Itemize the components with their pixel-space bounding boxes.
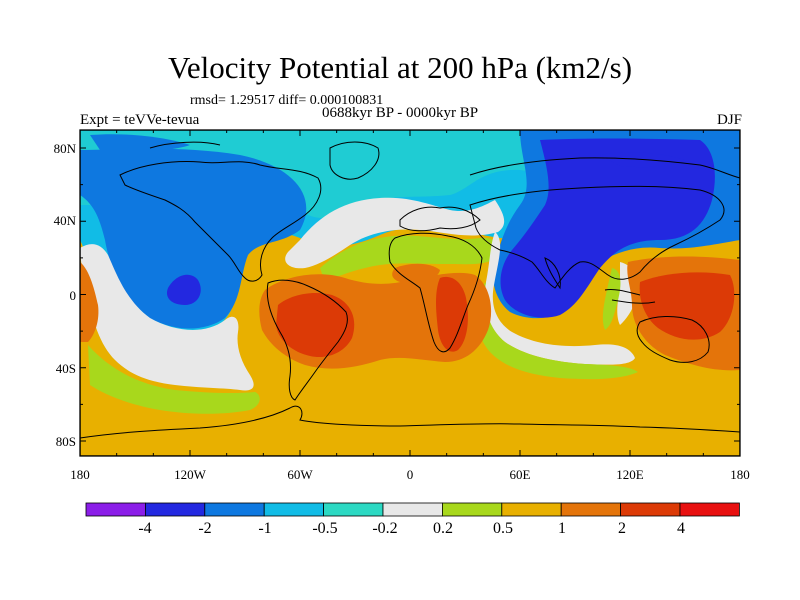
season-label: DJF: [716, 112, 742, 128]
colorbar-label: -0.5: [312, 520, 338, 537]
lat-label: 80N: [53, 141, 76, 156]
colorbar-swatch: [204, 502, 265, 517]
colorbar-swatch: [679, 502, 740, 517]
lon-label: 0: [406, 467, 414, 482]
colorbar-swatch: [560, 502, 622, 517]
region-atlantic-green: [320, 235, 499, 282]
lat-label: 40S: [55, 361, 76, 376]
rmsd-diff-text: rmsd= 1.29517 diff= 0.000100831: [190, 93, 384, 108]
region-indian-white: [484, 232, 635, 365]
colorbar-swatch: [441, 502, 503, 517]
colorbar-swatch: [620, 502, 681, 517]
lon-label: 180: [70, 467, 90, 482]
colorbar: [85, 502, 740, 517]
coastlines: [80, 141, 740, 439]
contour-field: [80, 130, 740, 456]
colorbar-label: -4: [138, 520, 152, 537]
region-wpacific-green: [602, 268, 621, 330]
colorbar-swatch: [501, 502, 562, 517]
lon-label: 120W: [174, 467, 206, 482]
colorbar-swatch: [144, 502, 206, 517]
lat-label: 0: [69, 288, 77, 303]
colorbar-swatch: [85, 502, 146, 517]
period-subtitle: 0688kyr BP - 0000kyr BP: [322, 105, 479, 121]
lon-label: 60E: [509, 467, 531, 482]
lon-label: 60W: [287, 467, 313, 482]
colorbar-label: 2: [618, 520, 626, 537]
experiment-label: Expt = teVVe-tevua: [80, 112, 200, 128]
colorbar-swatch: [323, 502, 384, 517]
colorbar-swatch: [382, 502, 443, 517]
colorbar-label: -2: [198, 520, 212, 537]
lon-label: 180: [730, 467, 750, 482]
region-spacific-green: [88, 345, 260, 414]
region-wpacific-red: [639, 272, 735, 340]
lon-label: 120E: [616, 467, 644, 482]
region-npacific-darkblue: [166, 274, 201, 305]
region-arctic-blue: [90, 134, 190, 152]
region-spacific-white: [80, 244, 254, 391]
region-indian-green: [475, 282, 638, 380]
region-namerica-blue: [80, 148, 307, 329]
colorbar-label: 1: [558, 520, 566, 537]
colorbar-label: 4: [677, 520, 685, 537]
region-samerica-red: [276, 293, 355, 358]
colorbar-label: -1: [258, 520, 272, 537]
region-atlantic-white: [285, 197, 505, 269]
lat-label: 40N: [53, 213, 76, 228]
axis-ticks: [79, 130, 741, 456]
region-westafrica-orange: [392, 263, 440, 284]
region-asia-darkblue: [500, 138, 715, 318]
map-title: Velocity Potential at 200 hPa (km2/s): [167, 50, 633, 85]
colorbar-label: -0.2: [372, 520, 398, 537]
colorbar-label: 0.2: [433, 520, 453, 537]
colorbar-swatch: [263, 502, 325, 517]
colorbar-label: 0.5: [493, 520, 513, 537]
lat-label: 80S: [55, 434, 76, 449]
region-africa-red: [436, 276, 468, 352]
region-epacific-orange: [80, 262, 99, 342]
